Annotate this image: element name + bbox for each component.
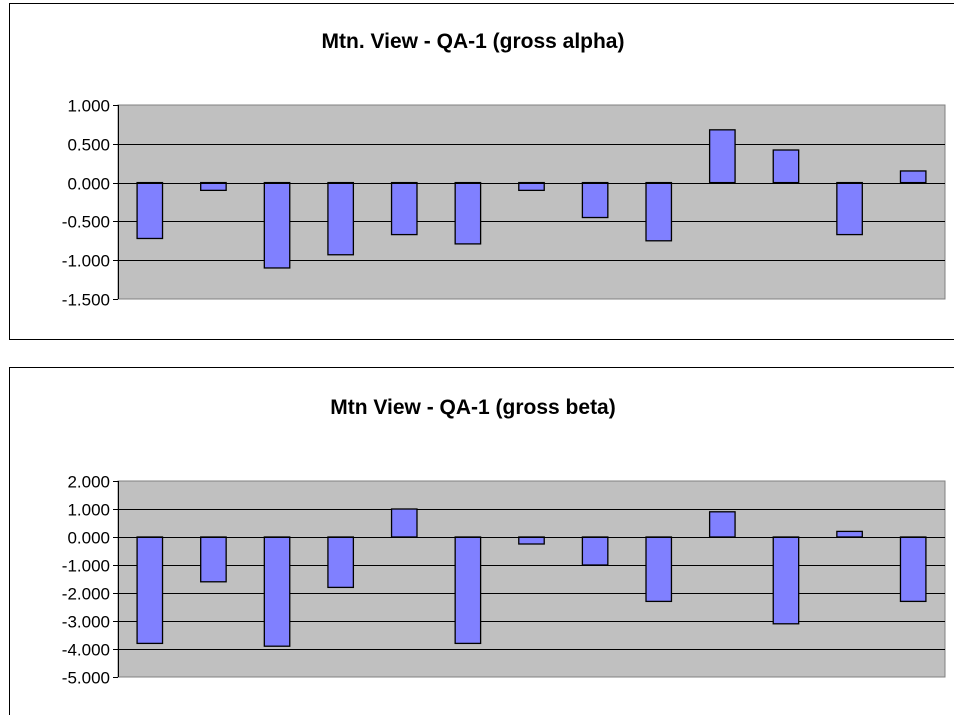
alpha-y-tick-label: 0.500	[67, 136, 110, 155]
beta-y-tick-label: -1.000	[62, 557, 110, 576]
beta-bar-3	[263, 536, 291, 647]
alpha-bar-12	[836, 181, 863, 236]
alpha-bar-8	[581, 181, 609, 219]
alpha-bar-6	[454, 181, 482, 245]
beta-y-tick-label: -4.000	[62, 641, 110, 660]
alpha-bar-10	[708, 129, 736, 184]
alpha-y-tick-label: -1.000	[62, 252, 110, 271]
alpha-bar-7	[518, 181, 545, 192]
beta-bar-10	[708, 511, 736, 538]
beta-bar-8	[581, 536, 609, 566]
alpha-y-tick-label: 1.000	[67, 97, 110, 116]
beta-bar-13	[899, 536, 927, 603]
alpha-bar-4	[327, 181, 355, 256]
gross-beta-chart-title: Mtn View - QA-1 (gross beta)	[330, 396, 615, 419]
gross-alpha-chart-svg: Mtn. View - QA-1 (gross alpha) 1.000 0.50…	[62, 30, 946, 310]
alpha-bar-9	[645, 181, 673, 242]
alpha-bar-11	[772, 149, 800, 184]
gross-alpha-chart-title: Mtn. View - QA-1 (gross alpha)	[322, 30, 625, 53]
gross-beta-chart: Mtn View - QA-1 (gross beta) 2.000 1.000 0…	[9, 367, 954, 715]
alpha-bar-3	[263, 181, 291, 269]
beta-bar-1	[136, 536, 164, 645]
beta-bar-12	[836, 530, 863, 538]
alpha-bar-5	[390, 181, 418, 236]
alpha-bar-13	[899, 170, 927, 184]
beta-bar-6	[454, 536, 482, 645]
beta-y-tick-label: 2.000	[67, 473, 110, 492]
gross-alpha-chart: Mtn. View - QA-1 (gross alpha) 1.000 0.50…	[9, 3, 954, 340]
beta-y-tick-label: -5.000	[62, 669, 110, 688]
beta-bar-5	[390, 508, 418, 538]
alpha-y-tick-label: 0.000	[67, 175, 110, 194]
beta-plot-area	[117, 480, 946, 678]
beta-bar-9	[645, 536, 673, 603]
gross-beta-chart-svg: Mtn View - QA-1 (gross beta) 2.000 1.000 0…	[62, 396, 946, 688]
alpha-plot-area	[117, 104, 946, 300]
beta-y-tick-label: -3.000	[62, 613, 110, 632]
alpha-y-tick-label: -0.500	[62, 213, 110, 232]
alpha-y-tick-label: -1.500	[62, 291, 110, 310]
beta-bar-2	[200, 536, 227, 583]
alpha-bar-2	[200, 181, 227, 192]
beta-y-tick-label: 1.000	[67, 501, 110, 520]
alpha-bar-1	[136, 181, 164, 240]
beta-bar-7	[518, 536, 545, 545]
beta-bar-4	[327, 536, 355, 589]
beta-y-tick-label: 0.000	[67, 529, 110, 548]
beta-bar-11	[772, 536, 800, 625]
beta-y-tick-label: -2.000	[62, 585, 110, 604]
